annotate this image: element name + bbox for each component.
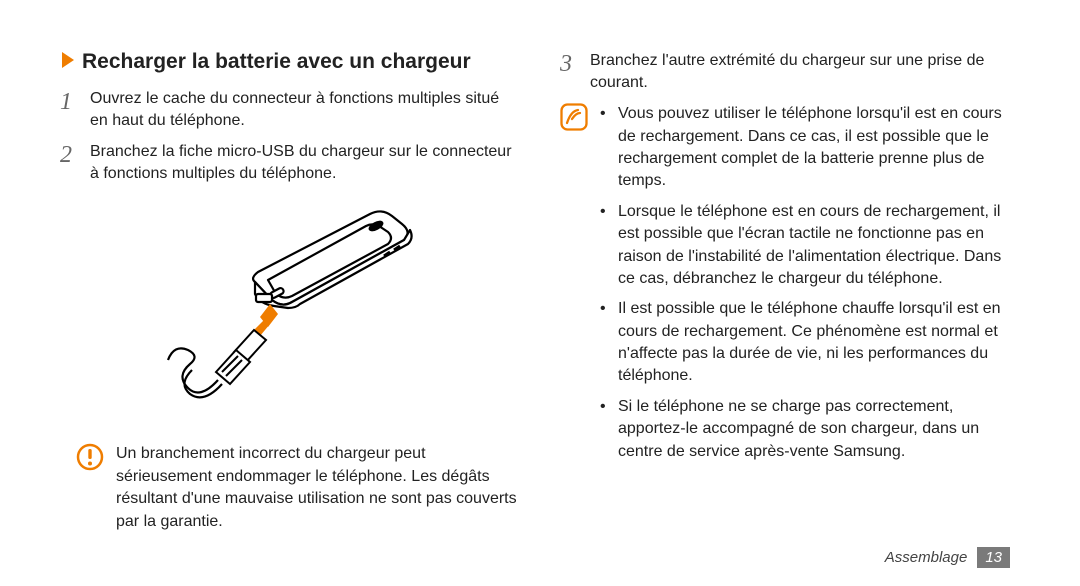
bullet-dot: •: [600, 396, 610, 463]
left-column: Recharger la batterie avec un chargeur 1…: [60, 50, 520, 533]
bullet-dot: •: [600, 298, 610, 388]
note-text: Si le téléphone ne se charge pas correct…: [618, 396, 1020, 463]
note-block: • Vous pouvez utiliser le téléphone lors…: [560, 103, 1020, 471]
step-number: 1: [60, 86, 80, 118]
footer-section: Assemblage: [885, 549, 968, 566]
note-text: Lorsque le téléphone est en cours de rec…: [618, 201, 1020, 291]
note-bullets: • Vous pouvez utiliser le téléphone lors…: [600, 103, 1020, 471]
step-text: Ouvrez le cache du connecteur à fonction…: [90, 88, 520, 131]
step-text: Branchez l'autre extrémité du chargeur s…: [590, 50, 1020, 93]
step-number: 3: [560, 48, 580, 80]
right-column: 3 Branchez l'autre extrémité du chargeur…: [560, 50, 1020, 533]
note-item: • Il est possible que le téléphone chauf…: [600, 298, 1020, 388]
footer-page-number: 13: [977, 547, 1010, 568]
page-footer: Assemblage 13: [885, 547, 1010, 568]
step-3: 3 Branchez l'autre extrémité du chargeur…: [560, 50, 1020, 93]
section-heading: Recharger la batterie avec un chargeur: [60, 50, 520, 74]
step-1: 1 Ouvrez le cache du connecteur à foncti…: [60, 88, 520, 131]
bullet-dot: •: [600, 201, 610, 291]
warning-icon: [76, 443, 104, 471]
step-2: 2 Branchez la fiche micro-USB du chargeu…: [60, 141, 520, 184]
step-number: 2: [60, 139, 80, 171]
page-content: Recharger la batterie avec un chargeur 1…: [0, 0, 1080, 553]
note-text: Vous pouvez utiliser le téléphone lorsqu…: [618, 103, 1020, 193]
warning-callout: Un branchement incorrect du chargeur peu…: [76, 443, 520, 533]
note-item: • Si le téléphone ne se charge pas corre…: [600, 396, 1020, 463]
note-item: • Lorsque le téléphone est en cours de r…: [600, 201, 1020, 291]
step-text: Branchez la fiche micro-USB du chargeur …: [90, 141, 520, 184]
heading-text: Recharger la batterie avec un chargeur: [82, 50, 471, 74]
bullet-dot: •: [600, 103, 610, 193]
chevron-icon: [60, 50, 76, 74]
charger-illustration: [60, 202, 520, 427]
note-item: • Vous pouvez utiliser le téléphone lors…: [600, 103, 1020, 193]
warning-text: Un branchement incorrect du chargeur peu…: [116, 443, 520, 533]
note-text: Il est possible que le téléphone chauffe…: [618, 298, 1020, 388]
note-icon: [560, 103, 588, 131]
